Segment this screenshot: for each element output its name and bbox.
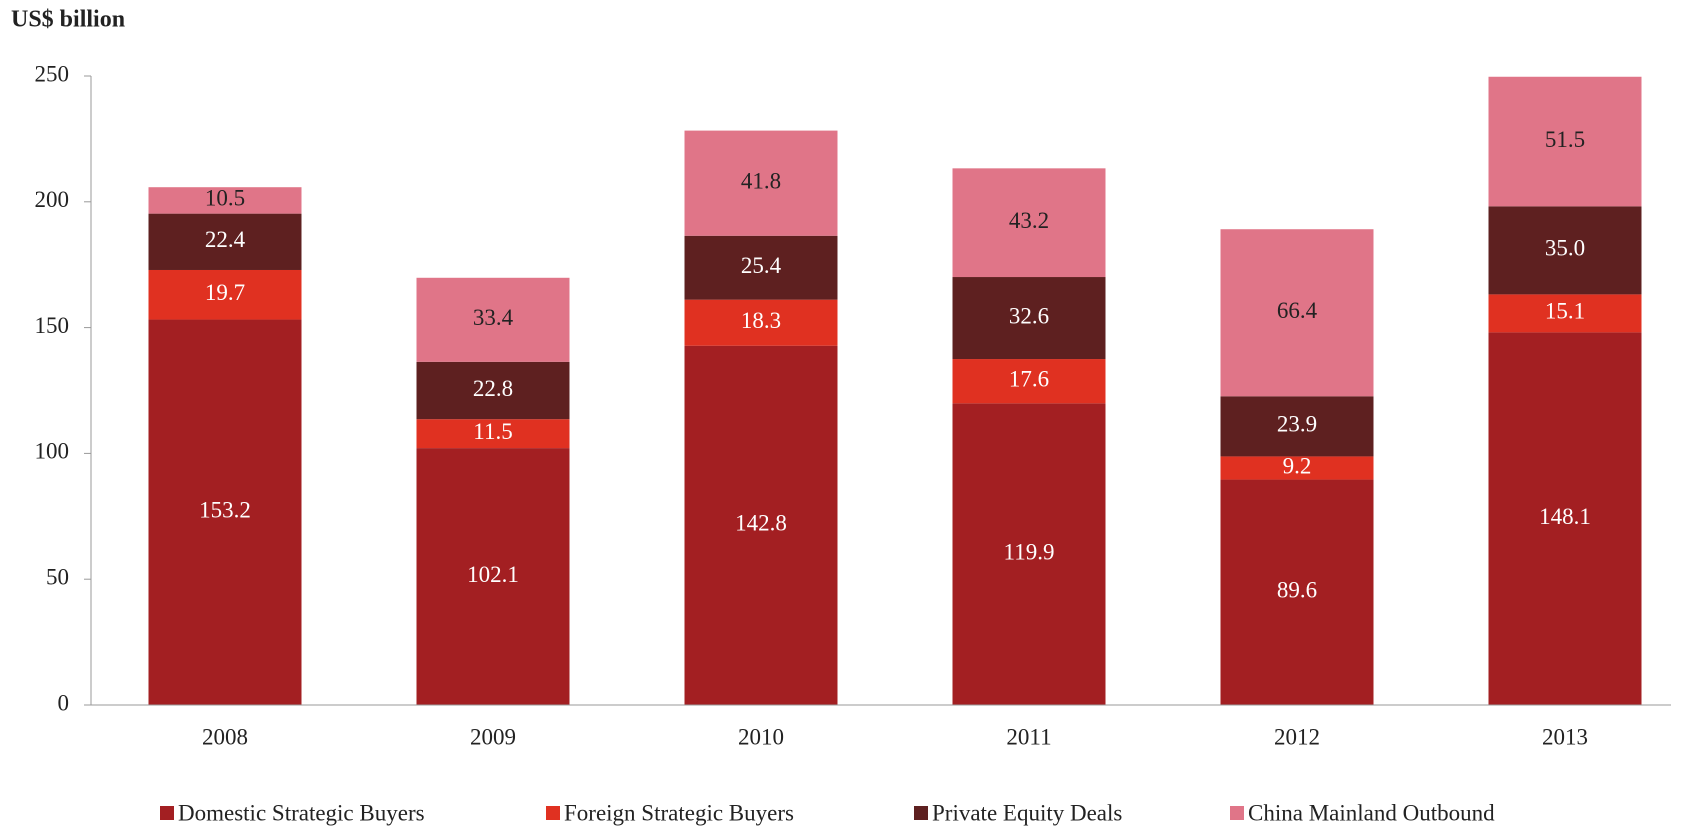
- data-label: 32.6: [1009, 303, 1049, 328]
- legend-label: Private Equity Deals: [932, 800, 1122, 825]
- data-label: 33.4: [473, 305, 514, 330]
- bar-segment: [1220, 479, 1374, 705]
- bar-segment: [1488, 332, 1642, 705]
- y-tick-label: 200: [35, 187, 70, 212]
- data-label: 23.9: [1277, 412, 1317, 437]
- bar-segment: [416, 448, 570, 705]
- data-label: 153.2: [199, 498, 251, 523]
- bar-segment: [1488, 206, 1642, 295]
- data-label: 43.2: [1009, 208, 1049, 233]
- y-tick-label: 0: [58, 690, 70, 715]
- data-label: 15.1: [1545, 299, 1585, 324]
- y-tick-label: 100: [35, 439, 70, 464]
- bar-segment: [1220, 396, 1374, 457]
- y-axis-title: US$ billion: [11, 7, 125, 33]
- y-tick-label: 250: [35, 61, 70, 86]
- bar-segment: [148, 319, 302, 705]
- legend-swatch: [546, 806, 560, 820]
- x-tick-label: 2013: [1542, 724, 1588, 749]
- data-label: 142.8: [735, 511, 787, 536]
- x-tick-label: 2012: [1274, 724, 1320, 749]
- x-tick-label: 2009: [470, 724, 516, 749]
- bar-segment: [1488, 294, 1642, 333]
- legend-label: Domestic Strategic Buyers: [178, 800, 425, 825]
- data-label: 17.6: [1009, 366, 1049, 391]
- data-label: 19.7: [205, 280, 245, 305]
- data-label: 22.8: [473, 376, 513, 401]
- data-label: 89.6: [1277, 578, 1317, 603]
- bar-segment: [148, 269, 302, 320]
- bar-segment: [1220, 229, 1374, 397]
- data-label: 9.2: [1283, 453, 1312, 478]
- data-label: 51.5: [1545, 127, 1585, 152]
- bar-segment: [952, 359, 1106, 404]
- data-label: 119.9: [1004, 539, 1055, 564]
- bar-segment: [684, 345, 838, 705]
- legend-swatch: [160, 806, 174, 820]
- legend-swatch: [914, 806, 928, 820]
- y-tick-label: 150: [35, 313, 70, 338]
- legend-label: Foreign Strategic Buyers: [564, 800, 794, 825]
- bar-segment: [952, 403, 1106, 705]
- bar-segment: [148, 213, 302, 270]
- bar-segment: [1488, 76, 1642, 207]
- legend-label: China Mainland Outbound: [1248, 800, 1495, 825]
- data-label: 10.5: [205, 186, 245, 211]
- bar-segment: [1220, 456, 1374, 480]
- bar-segment: [148, 187, 302, 214]
- data-label: 18.3: [741, 308, 781, 333]
- legend-swatch: [1230, 806, 1244, 820]
- bar-segment: [952, 277, 1106, 360]
- bar-segment: [416, 419, 570, 449]
- data-label: 148.1: [1539, 504, 1591, 529]
- data-label: 41.8: [741, 168, 781, 193]
- bar-segment: [684, 299, 838, 346]
- data-label: 102.1: [467, 562, 519, 587]
- bar-segment: [684, 235, 838, 300]
- bar-segment: [684, 130, 838, 236]
- bar-segment: [952, 168, 1106, 278]
- y-tick-label: 50: [46, 564, 69, 589]
- data-label: 35.0: [1545, 236, 1585, 261]
- data-label: 11.5: [473, 419, 512, 444]
- x-tick-label: 2011: [1006, 724, 1051, 749]
- data-label: 22.4: [205, 227, 246, 252]
- x-tick-label: 2008: [202, 724, 248, 749]
- data-label: 66.4: [1277, 298, 1318, 323]
- bar-segment: [416, 277, 570, 362]
- bar-segment: [416, 361, 570, 420]
- data-label: 25.4: [741, 253, 782, 278]
- x-tick-label: 2010: [738, 724, 784, 749]
